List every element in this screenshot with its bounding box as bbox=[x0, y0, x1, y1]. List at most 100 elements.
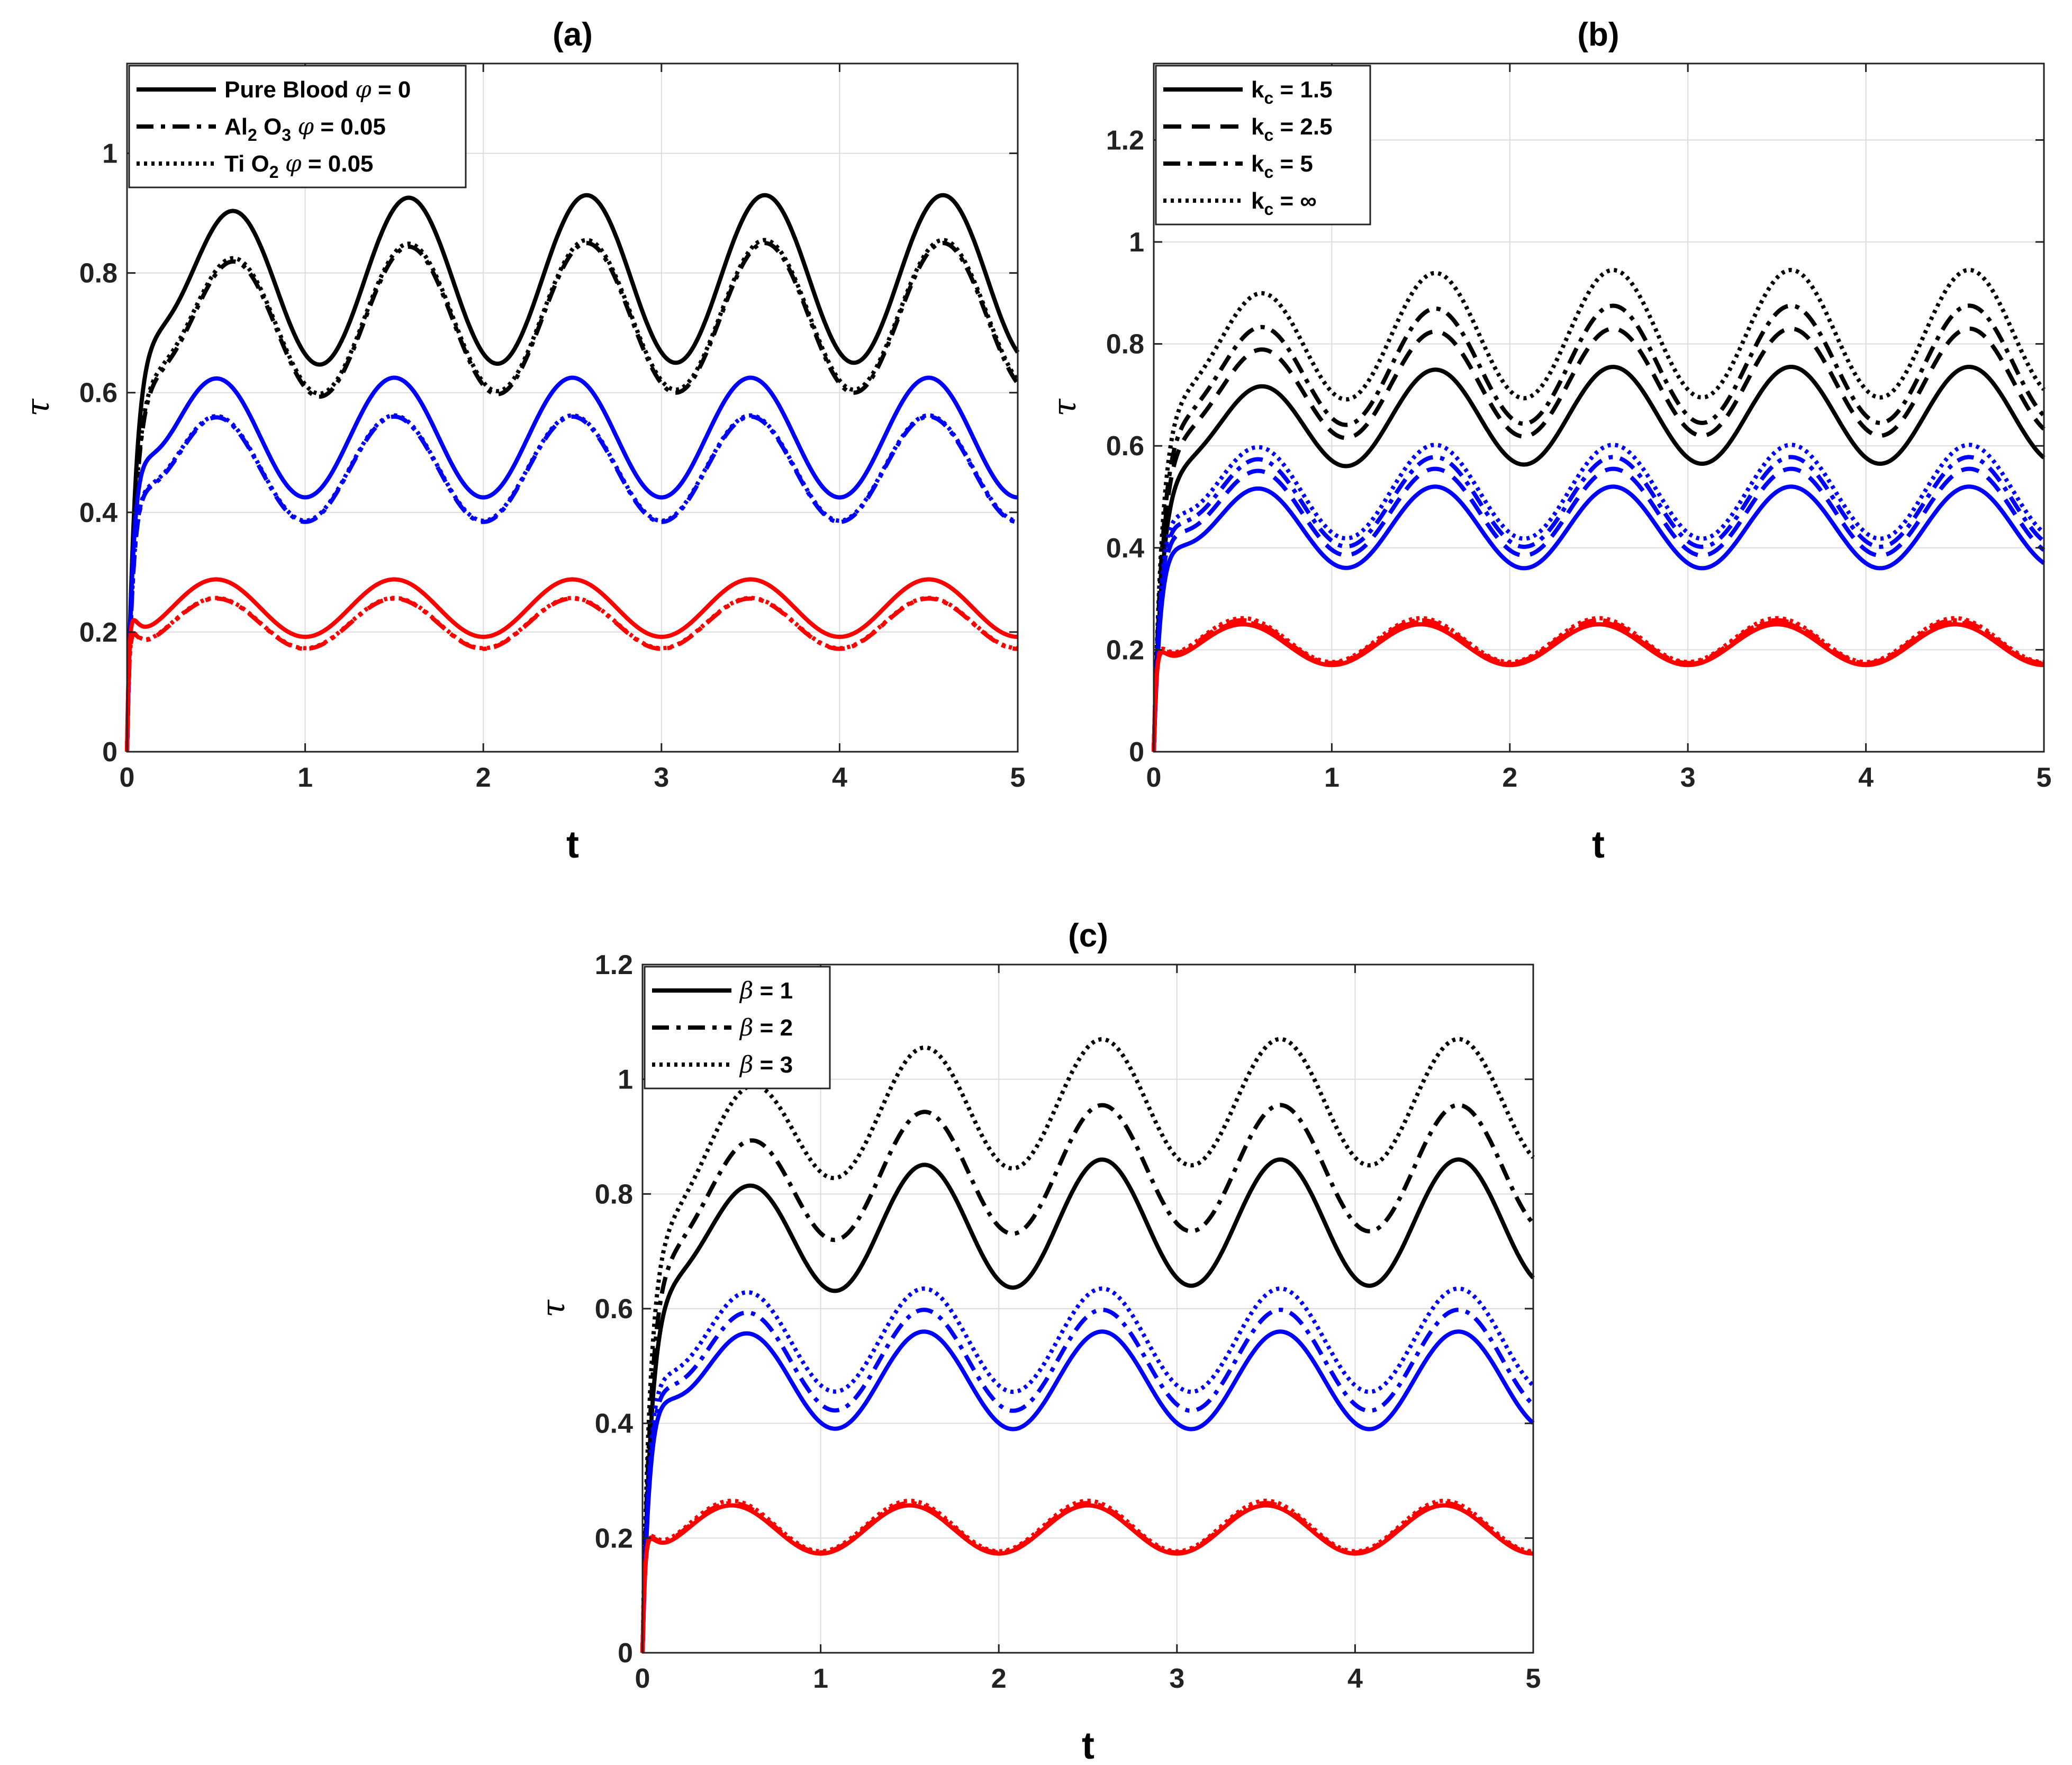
y-tick-label: 0.4 bbox=[595, 1409, 633, 1439]
legend-text-part: = 2 bbox=[753, 1015, 793, 1041]
legend-entry-label: β = 3 bbox=[739, 1051, 793, 1078]
x-tick-label: 4 bbox=[1858, 762, 1874, 793]
x-tick-label: 5 bbox=[2037, 762, 2052, 793]
x-tick-label: 1 bbox=[813, 1663, 828, 1694]
legend-text-part: = 5 bbox=[1273, 151, 1313, 177]
series-line bbox=[640, 1329, 1535, 1654]
legend-entry-label: β = 2 bbox=[739, 1014, 793, 1041]
legend-text-part: k bbox=[1251, 114, 1264, 140]
x-tick-label: 5 bbox=[1010, 762, 1026, 793]
legend-entry-label: kc = 5 bbox=[1251, 151, 1313, 182]
series-line bbox=[1152, 466, 2046, 753]
y-tick-label: 1 bbox=[618, 1065, 633, 1095]
legend-text-part: 2 bbox=[269, 163, 279, 182]
legend-text-part: Al bbox=[224, 114, 248, 140]
x-tick-label: 3 bbox=[654, 762, 669, 793]
panel-b-x-ticks: 0 1 2 3 4 5 bbox=[1146, 64, 2052, 793]
panel-a-grid bbox=[127, 64, 1018, 752]
series-line bbox=[1152, 303, 2046, 753]
legend-text-part: = ∞ bbox=[1273, 188, 1317, 214]
legend-entry-label: Pure Blood φ = 0 bbox=[224, 76, 411, 103]
series-line bbox=[640, 1498, 1535, 1654]
panel-b-plot-area bbox=[1152, 268, 2046, 754]
legend-entry-label: Ti O2 φ = 0.05 bbox=[224, 150, 373, 182]
series-line bbox=[1152, 618, 2046, 753]
legend-entry-label: kc = 2.5 bbox=[1251, 114, 1333, 145]
y-tick-label: 0 bbox=[618, 1638, 633, 1669]
x-tick-label: 3 bbox=[1169, 1663, 1184, 1694]
y-tick-label: 0.4 bbox=[1106, 533, 1144, 564]
legend-text-part: β bbox=[739, 1051, 753, 1078]
series-line bbox=[1152, 455, 2046, 753]
y-tick-label: 0.6 bbox=[1106, 431, 1144, 462]
y-tick-label: 0.8 bbox=[1106, 329, 1144, 360]
panel-c-y-ticks: 0 0.2 0.4 0.6 0.8 1 1.2 bbox=[595, 950, 1533, 1669]
x-tick-label: 4 bbox=[1347, 1663, 1363, 1694]
legend-text-part: = 3 bbox=[753, 1052, 793, 1078]
series-line bbox=[640, 1037, 1535, 1654]
series-line bbox=[125, 413, 1019, 753]
legend-text-part: = 0.05 bbox=[314, 114, 386, 140]
series-line bbox=[1152, 484, 2046, 754]
panel-b-y-ticks: 0 0.2 0.4 0.6 0.8 1 1.2 bbox=[1106, 125, 2044, 768]
legend-entry-label: kc = ∞ bbox=[1251, 188, 1317, 219]
x-tick-label: 4 bbox=[832, 762, 847, 793]
panel-c-x-label: t bbox=[1082, 1725, 1094, 1765]
panel-b-axes-box bbox=[1153, 62, 2045, 753]
x-tick-label: 0 bbox=[120, 762, 135, 793]
y-tick-label: 0.8 bbox=[595, 1179, 633, 1210]
series-line bbox=[1152, 616, 2046, 753]
panel-b-y-label: τ bbox=[1046, 399, 1083, 417]
legend-text-part: O bbox=[257, 114, 282, 140]
y-tick-label: 0 bbox=[1129, 737, 1144, 768]
panel-c-y-label: τ bbox=[535, 1300, 572, 1318]
y-tick-label: 1 bbox=[102, 139, 117, 169]
x-tick-label: 2 bbox=[991, 1663, 1007, 1694]
y-tick-label: 1.2 bbox=[1106, 125, 1144, 156]
legend-text-part: = 2.5 bbox=[1273, 114, 1332, 140]
series-line bbox=[125, 577, 1019, 753]
panel-c-title: (c) bbox=[1068, 917, 1108, 954]
legend-entry-label: β = 1 bbox=[739, 977, 793, 1004]
legend-text-part: = 1.5 bbox=[1273, 77, 1332, 103]
legend-text-part: k bbox=[1251, 151, 1264, 177]
legend-text-part: = 1 bbox=[753, 978, 793, 1004]
legend-entry-label: Al2 O3 φ = 0.05 bbox=[224, 113, 386, 145]
legend-text-part: φ bbox=[355, 76, 372, 103]
series-line bbox=[125, 375, 1019, 753]
y-tick-label: 0.6 bbox=[595, 1294, 633, 1325]
x-tick-label: 2 bbox=[1502, 762, 1517, 793]
series-line bbox=[125, 415, 1019, 753]
legend-text-part: c bbox=[1264, 200, 1273, 219]
y-tick-label: 0.8 bbox=[79, 258, 117, 289]
legend-text-part: β bbox=[739, 977, 753, 1004]
legend-text-part: Ti O bbox=[224, 151, 269, 177]
legend-text-part: c bbox=[1264, 163, 1273, 182]
panel-b-x-label: t bbox=[1592, 824, 1605, 866]
legend-text-part: = 0.05 bbox=[302, 151, 374, 177]
series-line bbox=[1152, 326, 2046, 753]
panel-c-legend: β = 1β = 2β = 3 bbox=[644, 966, 831, 1089]
legend-text-part bbox=[279, 151, 285, 177]
legend-text-part: φ bbox=[297, 113, 314, 140]
series-line bbox=[640, 1157, 1535, 1654]
legend-text-part: k bbox=[1251, 188, 1264, 214]
legend-box bbox=[1155, 65, 1371, 226]
panel-a-x-label: t bbox=[566, 824, 579, 866]
x-tick-label: 1 bbox=[1324, 762, 1340, 793]
series-line bbox=[640, 1503, 1535, 1654]
series-line bbox=[640, 1501, 1535, 1654]
legend-text-part: φ bbox=[285, 150, 302, 177]
series-line bbox=[1152, 365, 2046, 753]
legend-text-part: = 0 bbox=[372, 77, 411, 103]
y-tick-label: 0.2 bbox=[79, 617, 117, 648]
legend-text-part: 3 bbox=[282, 125, 291, 145]
x-tick-label: 1 bbox=[297, 762, 313, 793]
legend-text-part: 2 bbox=[248, 125, 257, 145]
legend-text-part: Pure Blood bbox=[224, 77, 355, 103]
panel-a-plot-area bbox=[125, 193, 1020, 753]
y-tick-label: 0.6 bbox=[79, 378, 117, 409]
